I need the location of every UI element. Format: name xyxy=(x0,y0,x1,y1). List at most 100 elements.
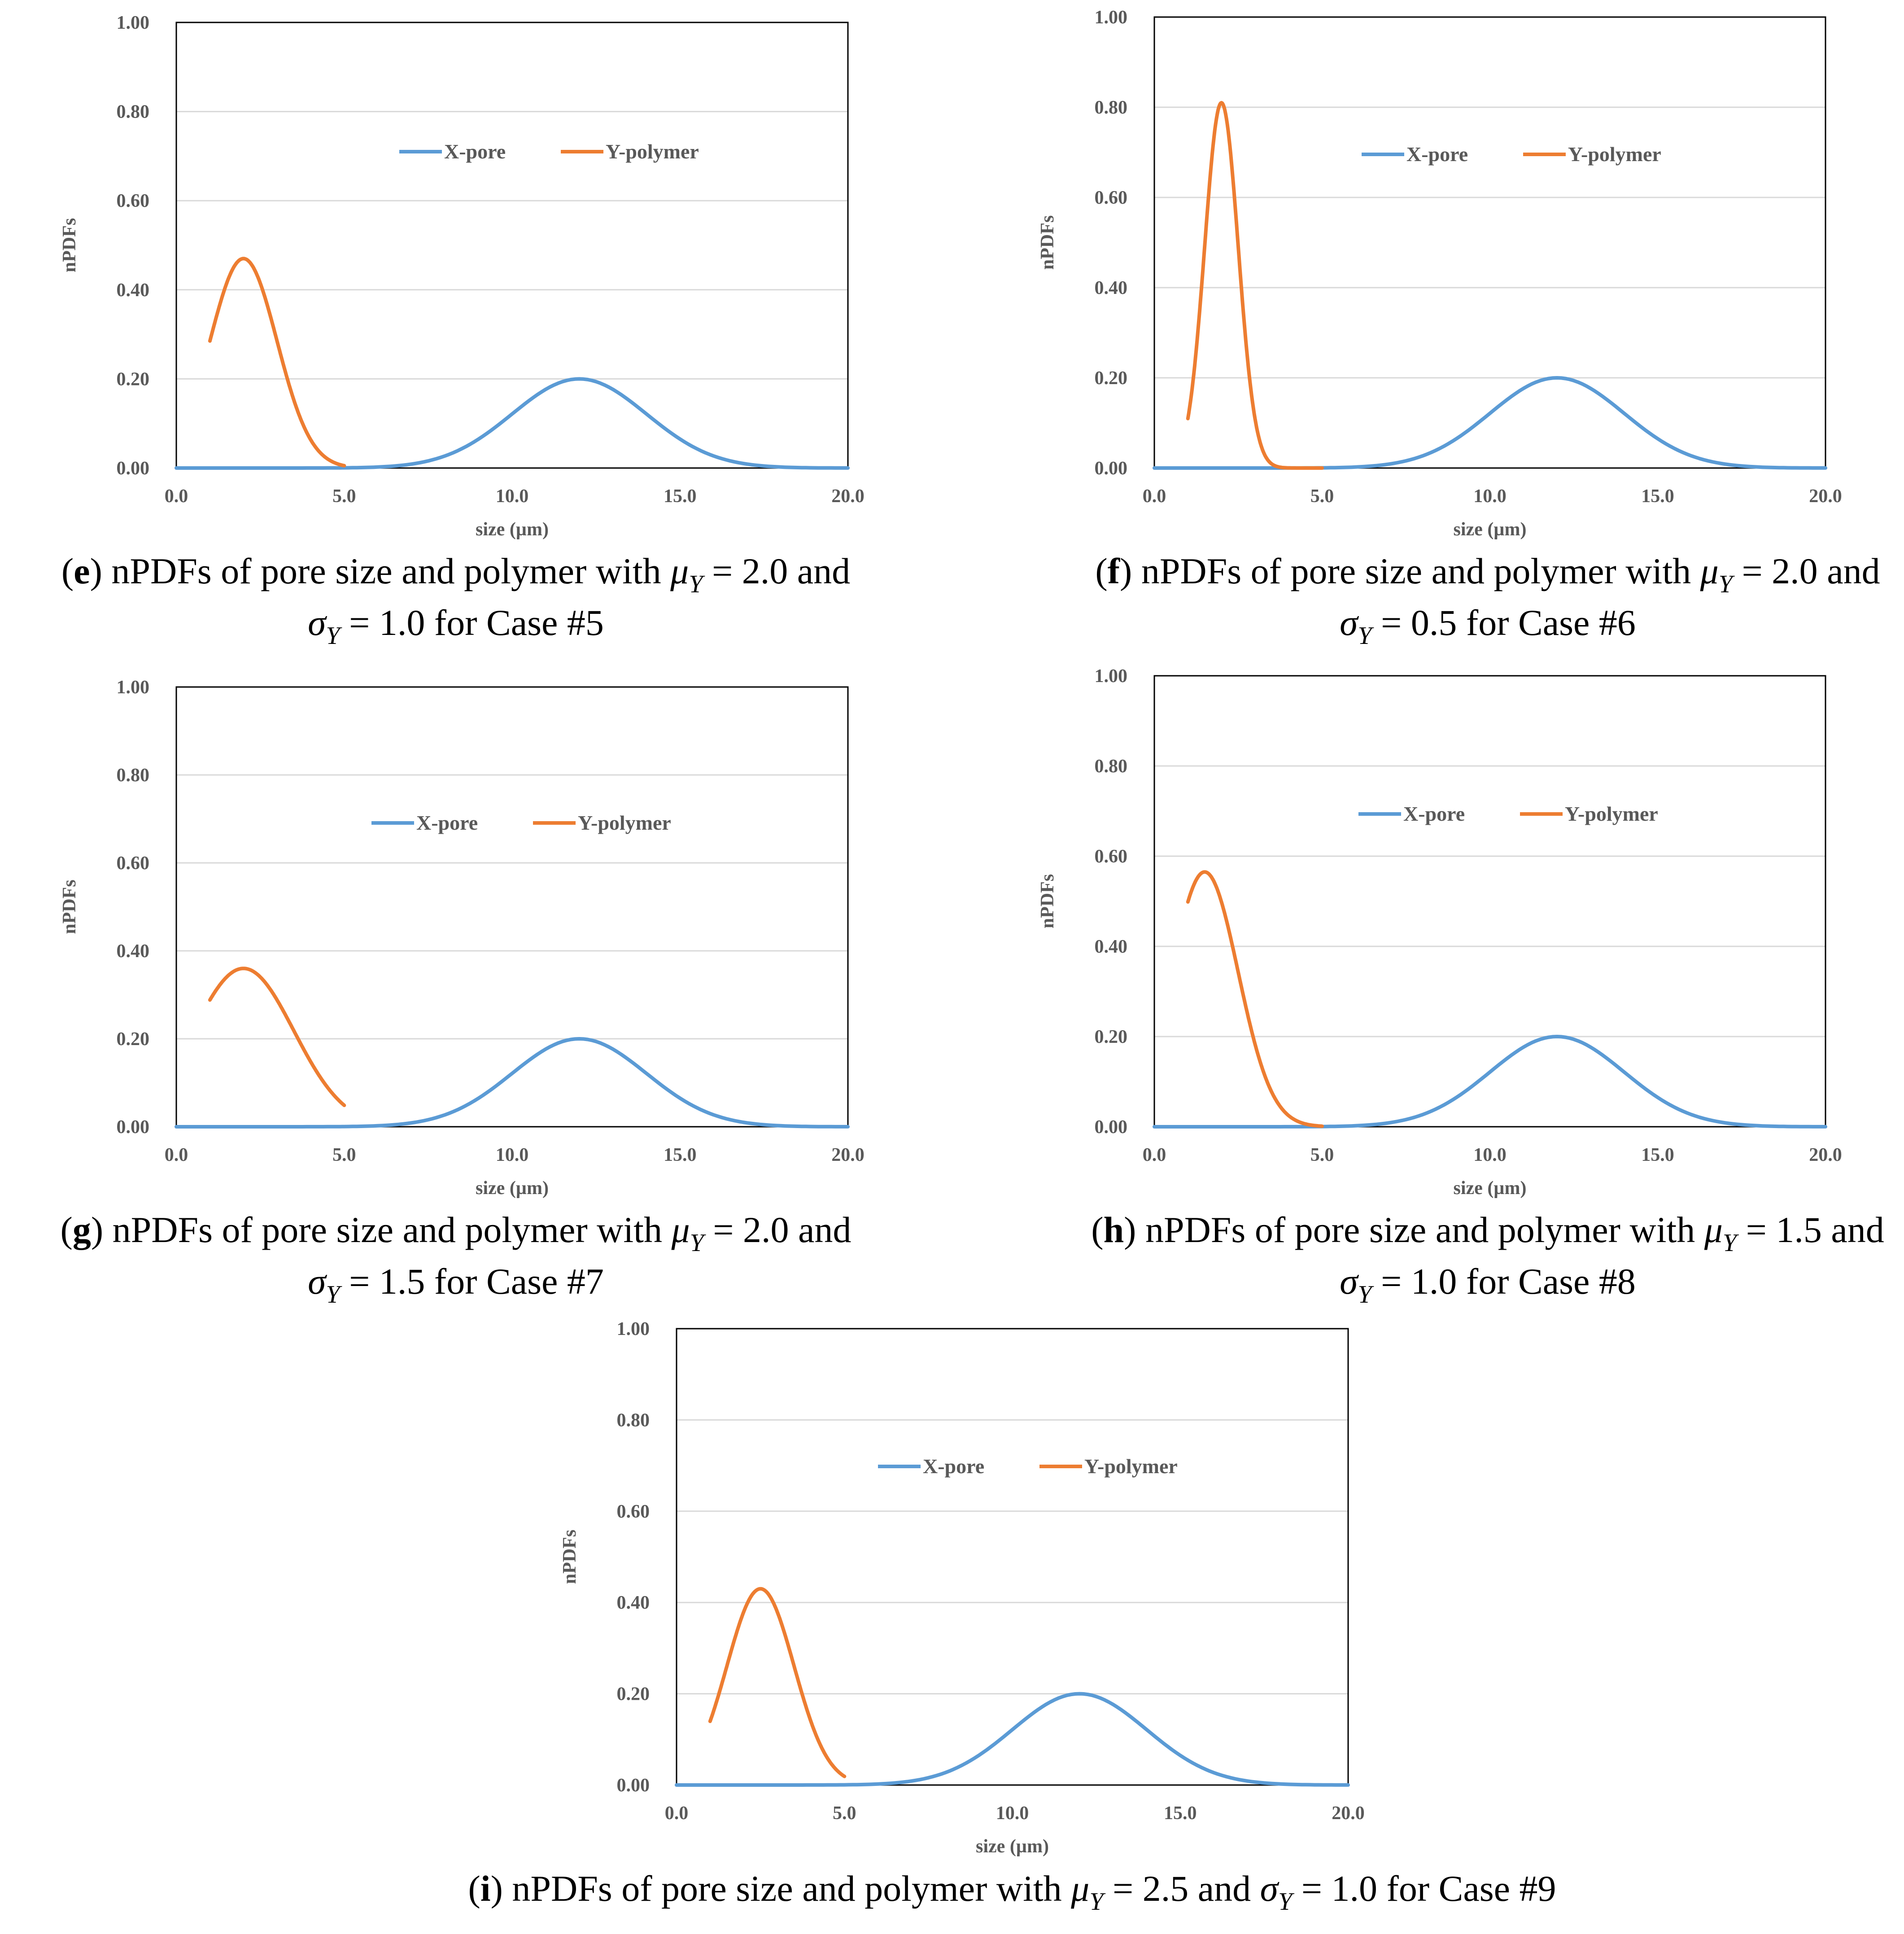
y-tick-label: 0.20 xyxy=(117,369,150,389)
y-tick-label: 0.60 xyxy=(1095,846,1128,867)
x-tick-label: 0.0 xyxy=(165,486,188,507)
y-tick-label: 0.20 xyxy=(617,1684,650,1705)
caption-math-symbol: σ xyxy=(1340,602,1359,643)
series-y-polymer-line xyxy=(708,1587,847,1778)
caption-math-value: = 1.0 xyxy=(1372,1261,1457,1302)
caption-text: ) nPDFs of pore size and polymer with xyxy=(1124,1209,1704,1250)
x-tick-label: 5.0 xyxy=(332,486,356,507)
legend-label-x-pore: X-pore xyxy=(416,811,478,834)
panel-caption-line-1: (f) nPDFs of pore size and polymer with … xyxy=(1095,551,1880,598)
caption-math-subscript: Y xyxy=(1358,622,1375,650)
caption-math-subscript: Y xyxy=(689,570,705,598)
x-tick-label: 10.0 xyxy=(996,1803,1029,1824)
series-x-pore-line xyxy=(1153,376,1827,470)
y-tick-label: 0.40 xyxy=(117,941,150,962)
caption-letter: g xyxy=(73,1209,91,1250)
legend-label-x-pore: X-pore xyxy=(1406,143,1468,166)
legend-label-y-polymer: Y-polymer xyxy=(1568,143,1661,166)
y-tick-label: 0.00 xyxy=(1095,1117,1128,1138)
y-tick-label: 0.20 xyxy=(117,1029,150,1050)
y-tick-label: 0.20 xyxy=(1095,1027,1128,1047)
caption-math-symbol: μ xyxy=(1704,1209,1723,1250)
caption-and: and xyxy=(1188,1868,1260,1909)
caption-math-subscript: Y xyxy=(1278,1888,1295,1916)
x-tick-label: 10.0 xyxy=(1473,486,1507,507)
plot-frame xyxy=(676,1328,1349,1786)
y-axis-title: nPDFs xyxy=(1037,215,1058,270)
y-tick-label: 0.00 xyxy=(117,458,150,479)
x-tick-label: 15.0 xyxy=(1641,1145,1674,1165)
y-tick-label: 0.40 xyxy=(117,280,150,301)
caption-paren: ( xyxy=(468,1868,480,1909)
caption-math-value: = 1.0 xyxy=(340,602,425,643)
caption-math-symbol: σ xyxy=(308,602,328,643)
legend: X-pore Y-polymer xyxy=(878,1455,1178,1478)
caption-math-subscript: Y xyxy=(326,1281,343,1308)
series-y-polymer-line xyxy=(1186,101,1324,470)
caption-math-value: = 2.0 xyxy=(703,551,788,591)
y-tick-label: 0.40 xyxy=(617,1593,650,1613)
x-tick-label: 10.0 xyxy=(496,1145,529,1165)
caption-and: and xyxy=(1822,1209,1884,1250)
series-x-pore-line xyxy=(1153,1035,1827,1129)
caption-math-symbol: μ xyxy=(671,1209,690,1250)
x-tick-label: 0.0 xyxy=(665,1803,689,1824)
plot-frame xyxy=(175,22,849,469)
caption-case: for Case #6 xyxy=(1457,602,1636,643)
chart-panel-h: 0.00 0.20 0.40 0.60 0.80 1.00 0.0 5.0 10.0 15.0 20… xyxy=(1037,666,1884,1308)
x-tick-label: 5.0 xyxy=(833,1803,856,1824)
y-tick-label: 1.00 xyxy=(117,677,150,698)
legend-label-y-polymer: Y-polymer xyxy=(1084,1455,1178,1478)
caption-math-value: = 2.0 xyxy=(704,1209,789,1250)
series-y-polymer-line xyxy=(1186,870,1324,1128)
caption-and: and xyxy=(788,551,850,591)
panel-caption-line-2: σY = 1.0 for Case #5 xyxy=(308,602,604,650)
caption-text: ) nPDFs of pore size and polymer with xyxy=(1120,551,1700,591)
x-tick-label: 0.0 xyxy=(1143,486,1166,507)
caption-text: ) nPDFs of pore size and polymer with xyxy=(491,1868,1071,1909)
caption-case: for Case #9 xyxy=(1377,1868,1556,1909)
panel-caption-line-2: σY = 0.5 for Case #6 xyxy=(1340,602,1636,650)
y-tick-label: 1.00 xyxy=(617,1319,650,1339)
y-axis-title: nPDFs xyxy=(59,218,80,272)
legend-label-y-polymer: Y-polymer xyxy=(1565,802,1658,825)
caption-case: for Case #8 xyxy=(1457,1261,1636,1302)
y-tick-label: 0.20 xyxy=(1095,368,1128,389)
x-axis-title: size (µm) xyxy=(976,1836,1049,1857)
caption-math-value: = 1.5 xyxy=(340,1261,425,1302)
caption-and: and xyxy=(1818,551,1880,591)
caption-math-symbol: σ xyxy=(308,1261,328,1302)
y-tick-label: 0.60 xyxy=(117,853,150,874)
y-tick-label: 0.40 xyxy=(1095,936,1128,957)
chart-panel-i: 0.00 0.20 0.40 0.60 0.80 1.00 0.0 5.0 10.0 15.0 20… xyxy=(468,1319,1556,1916)
caption-paren: ( xyxy=(1095,551,1107,591)
caption-case: for Case #5 xyxy=(425,602,604,643)
x-tick-label: 15.0 xyxy=(1164,1803,1197,1824)
y-tick-label: 1.00 xyxy=(1095,666,1128,687)
caption-math-value: = 0.5 xyxy=(1372,602,1457,643)
x-axis-title: size (µm) xyxy=(1454,519,1527,540)
panel-caption-line-2: σY = 1.0 for Case #8 xyxy=(1340,1261,1636,1308)
caption-letter: f xyxy=(1108,551,1121,591)
caption-math-subscript: Y xyxy=(1089,1888,1106,1916)
y-tick-label: 0.00 xyxy=(117,1117,150,1138)
caption-letter: i xyxy=(480,1868,491,1909)
plot-frame xyxy=(1153,675,1826,1128)
caption-math-subscript: Y xyxy=(326,622,343,650)
panel-caption-line-1: (h) nPDFs of pore size and polymer with … xyxy=(1091,1209,1884,1257)
y-tick-label: 0.80 xyxy=(1095,97,1128,118)
series-x-pore-line xyxy=(175,1037,850,1129)
caption-and: and xyxy=(789,1209,852,1250)
legend-label-y-polymer: Y-polymer xyxy=(606,140,699,163)
x-tick-label: 20.0 xyxy=(831,1145,865,1165)
caption-paren: ( xyxy=(61,551,74,591)
y-axis-title: nPDFs xyxy=(1037,874,1058,928)
legend-label-x-pore: X-pore xyxy=(444,140,506,163)
x-tick-label: 20.0 xyxy=(1332,1803,1365,1824)
panel-caption-line-1: (g) nPDFs of pore size and polymer with … xyxy=(61,1209,852,1257)
series-x-pore-line xyxy=(175,377,850,470)
caption-math-subscript: Y xyxy=(1723,1229,1739,1257)
x-tick-label: 20.0 xyxy=(1809,1145,1842,1165)
legend: X-pore Y-polymer xyxy=(1358,802,1658,825)
